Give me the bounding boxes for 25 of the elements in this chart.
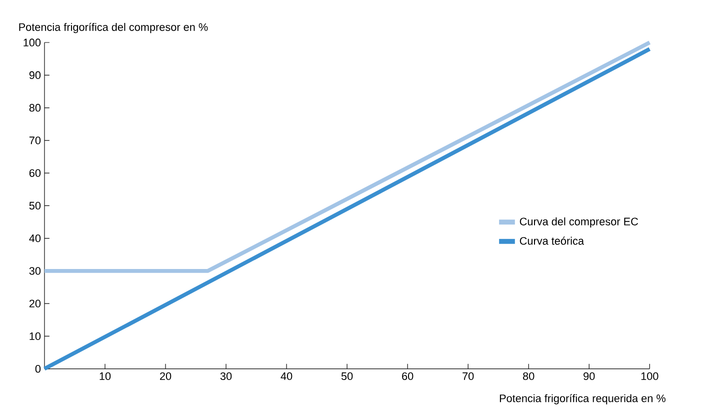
- y-tick-label: 10: [30, 332, 41, 340]
- x-tick-label: 80: [523, 372, 534, 380]
- legend-label: Curva teórica: [520, 236, 584, 245]
- y-tick-label: 90: [29, 71, 41, 79]
- y-tick-label: 50: [29, 202, 41, 210]
- x-axis-title: Potencia frigorífica requerida en %: [500, 394, 666, 404]
- x-tick-label: 90: [584, 372, 595, 380]
- y-tick-label: 70: [29, 136, 41, 144]
- x-tick-label: 40: [280, 372, 292, 380]
- legend-label: Curva del compresor EC: [520, 217, 638, 228]
- y-tick-label: 100: [24, 38, 41, 46]
- x-tick-label: 100: [641, 372, 658, 380]
- x-tick-label: 30: [220, 372, 232, 380]
- y-tick-label: 80: [29, 104, 41, 112]
- y-axis-title: Potencia frigorífica del compresor en %: [19, 22, 208, 33]
- x-tick-label: 70: [462, 372, 474, 380]
- y-tick-label: 0: [35, 364, 41, 373]
- y-tick-label: 40: [29, 234, 41, 242]
- y-tick-label: 60: [29, 169, 41, 177]
- x-tick-label: 50: [341, 372, 353, 380]
- x-tick-label: 60: [402, 372, 414, 380]
- x-tick-label: 20: [160, 372, 172, 380]
- y-tick-label: 20: [29, 300, 41, 308]
- x-tick-label: 10: [100, 372, 111, 380]
- y-tick-label: 30: [29, 266, 41, 275]
